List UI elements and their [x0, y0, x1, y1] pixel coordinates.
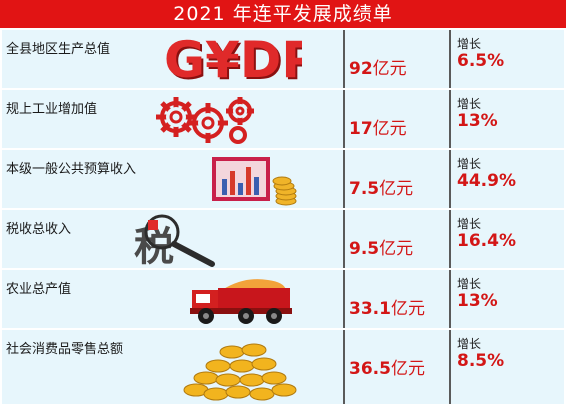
growth-cell: 增长 13%: [453, 90, 564, 148]
indicator-label: 农业总产值: [6, 282, 72, 297]
growth-cell: 增长 8.5%: [453, 330, 564, 404]
indicator-cell: 农业总产值: [2, 270, 345, 328]
gears-icon: [156, 97, 254, 144]
growth-label: 增长: [457, 217, 482, 231]
indicator-cell: 全县地区生产总值 G¥DP G¥DP: [2, 30, 345, 88]
growth-label: 增长: [457, 97, 482, 111]
indicator-label: 税收总收入: [6, 222, 72, 237]
value-cell: 36.5亿元: [345, 330, 451, 404]
truck-icon: [190, 279, 292, 324]
table-row: 社会消费品零售总额 36.5亿元: [2, 330, 564, 406]
growth-cell: 增长 13%: [453, 270, 564, 328]
indicator-cell: 规上工业增加值: [2, 90, 345, 148]
growth-value: 8.5%: [457, 351, 505, 371]
growth-cell: 增长 16.4%: [453, 210, 564, 268]
growth-value: 13%: [457, 291, 498, 311]
growth-cell: 增长 6.5%: [453, 30, 564, 88]
svg-text:G¥DP: G¥DP: [166, 33, 302, 87]
scorecard-table: 全县地区生产总值 G¥DP G¥DP 92亿元 增长 6.5% 规上工业增加值: [2, 30, 564, 406]
table-row: 农业总产值 33.1亿元 增长 13%: [2, 270, 564, 330]
gdp-letters-icon: G¥DP G¥DP: [164, 33, 302, 87]
indicator-cell: 本级一般公共预算收入: [2, 150, 345, 208]
bar-chart-coins-icon: [212, 157, 297, 206]
table-row: 本级一般公共预算收入 7.5亿元: [2, 150, 564, 210]
tax-magnifier-icon: 税: [134, 214, 215, 268]
value-cell: 7.5亿元: [345, 150, 451, 208]
growth-label: 增长: [457, 157, 482, 171]
growth-value: 13%: [457, 111, 498, 131]
value-text: 33.1亿元: [349, 299, 425, 319]
indicator-label: 全县地区生产总值: [6, 42, 111, 57]
value-text: 7.5亿元: [349, 179, 414, 199]
growth-label: 增长: [457, 37, 482, 51]
growth-label: 增长: [457, 277, 482, 291]
value-text: 92亿元: [349, 59, 407, 79]
value-cell: 92亿元: [345, 30, 451, 88]
indicator-cell: 社会消费品零售总额: [2, 330, 345, 404]
growth-cell: 增长 44.9%: [453, 150, 564, 208]
page-title: 2021 年连平发展成绩单: [0, 0, 566, 28]
value-cell: 17亿元: [345, 90, 451, 148]
growth-value: 44.9%: [457, 171, 516, 191]
value-text: 17亿元: [349, 119, 407, 139]
table-row: 税收总收入 税 9.5亿元 增长 16.4%: [2, 210, 564, 270]
coin-pile-icon: [183, 343, 297, 401]
growth-value: 6.5%: [457, 51, 505, 71]
growth-value: 16.4%: [457, 231, 516, 251]
value-text: 36.5亿元: [349, 359, 425, 379]
indicator-label: 规上工业增加值: [6, 102, 98, 117]
value-cell: 33.1亿元: [345, 270, 451, 328]
value-text: 9.5亿元: [349, 239, 414, 259]
table-row: 规上工业增加值: [2, 90, 564, 150]
value-cell: 9.5亿元: [345, 210, 451, 268]
svg-text:G¥DP: G¥DP: [164, 33, 302, 87]
indicator-cell: 税收总收入 税: [2, 210, 345, 268]
table-row: 全县地区生产总值 G¥DP G¥DP 92亿元 增长 6.5%: [2, 30, 564, 90]
indicator-label: 本级一般公共预算收入: [6, 162, 137, 177]
indicator-label: 社会消费品零售总额: [6, 342, 124, 357]
growth-label: 增长: [457, 337, 482, 351]
